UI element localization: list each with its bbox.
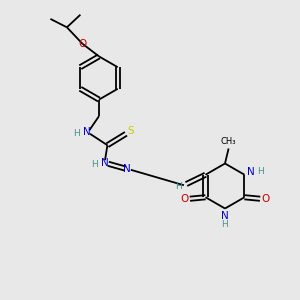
Text: S: S xyxy=(127,126,134,136)
Text: N: N xyxy=(82,127,90,137)
Text: N: N xyxy=(221,211,229,221)
Text: N: N xyxy=(123,164,131,174)
Text: N: N xyxy=(247,167,255,177)
Text: H: H xyxy=(222,220,228,229)
Text: O: O xyxy=(180,194,189,204)
Text: H: H xyxy=(91,160,98,169)
Text: H: H xyxy=(257,167,263,176)
Text: N: N xyxy=(100,158,108,168)
Text: H: H xyxy=(73,129,80,138)
Text: O: O xyxy=(78,39,87,49)
Text: CH₃: CH₃ xyxy=(221,137,236,146)
Text: O: O xyxy=(261,194,270,204)
Text: H: H xyxy=(175,182,182,191)
